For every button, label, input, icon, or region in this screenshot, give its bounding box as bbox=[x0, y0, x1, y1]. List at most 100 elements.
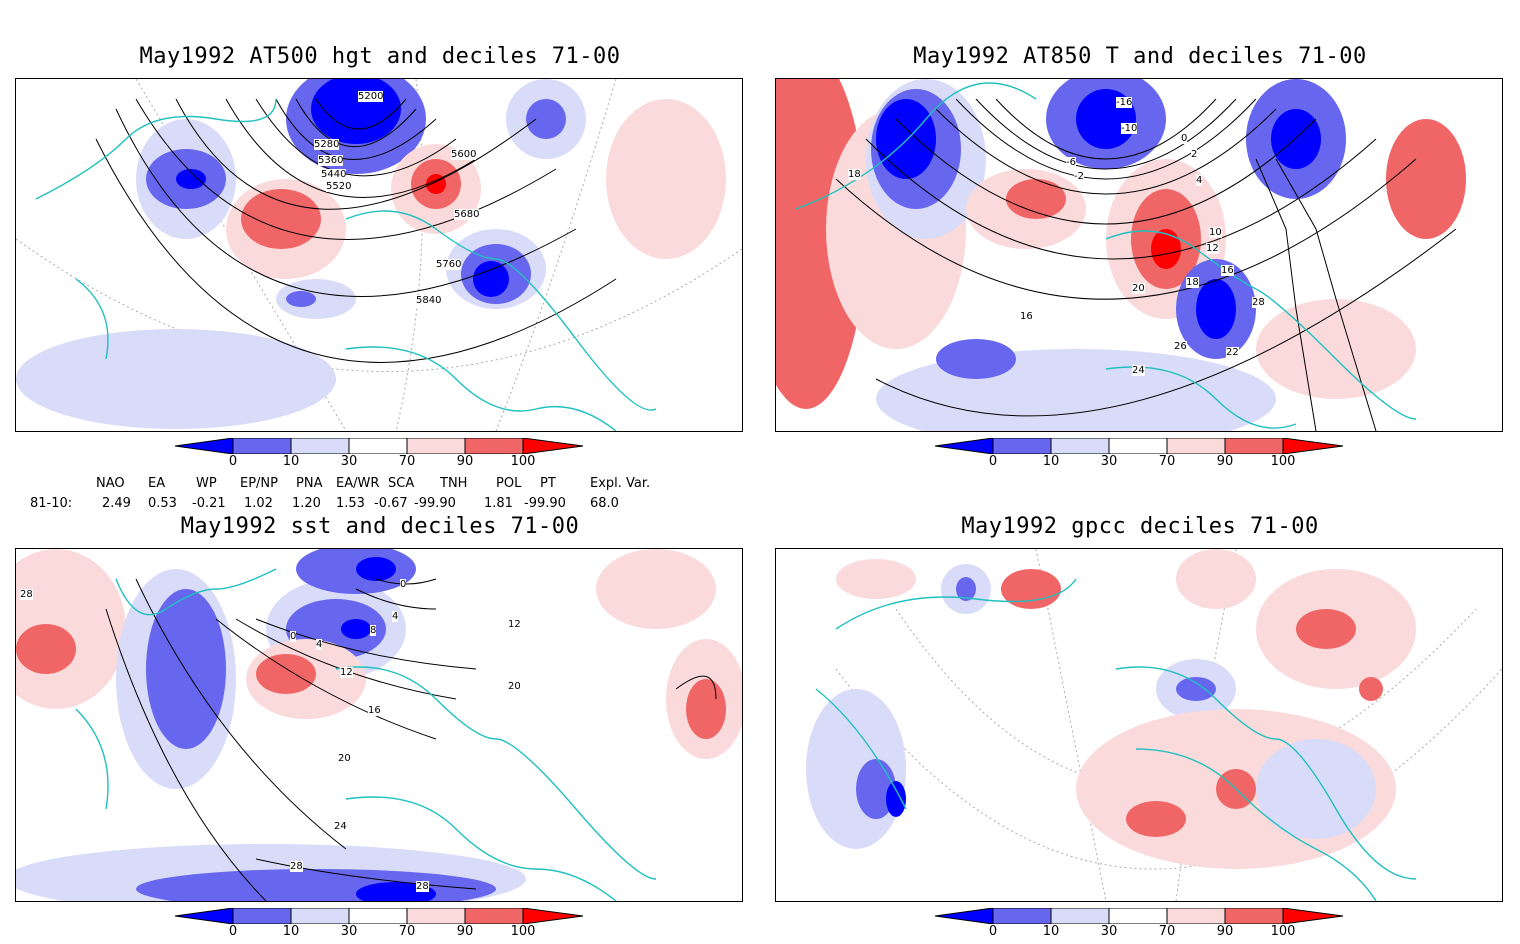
colorbar-4: 0 10 30 70 90 100 bbox=[935, 908, 1355, 944]
cbar-label: 10 bbox=[282, 454, 300, 469]
contour-label: 18 bbox=[848, 169, 861, 180]
idx-value: 1.53 bbox=[336, 496, 365, 511]
cbar-label: 70 bbox=[398, 924, 416, 939]
cbar-label: 70 bbox=[1158, 924, 1176, 939]
contour-label: 28 bbox=[1252, 297, 1265, 308]
cbar-label: 10 bbox=[282, 924, 300, 939]
contour-label: 4 bbox=[392, 611, 399, 622]
contour-label: -10 bbox=[1121, 123, 1138, 134]
idx-header: TNH bbox=[440, 476, 468, 491]
idx-header: WP bbox=[196, 476, 217, 491]
contour-label: 0 bbox=[400, 579, 407, 590]
panel-title-sst: May1992 sst and deciles 71-00 bbox=[180, 514, 580, 539]
idx-header: EA bbox=[148, 476, 166, 491]
contour-label: 28 bbox=[20, 589, 33, 600]
map-sst: 0 4 8 12 16 20 24 28 28 28 20 12 4 0 bbox=[15, 548, 743, 902]
contour-label: 18 bbox=[1186, 277, 1199, 288]
contour-label: 24 bbox=[1132, 365, 1145, 376]
contour-label: 4 bbox=[316, 639, 323, 650]
cbar-label: 0 bbox=[228, 924, 238, 939]
colorbar-2-swatches bbox=[935, 438, 1344, 454]
cbar-label: 10 bbox=[1042, 454, 1060, 469]
contour-label: 20 bbox=[508, 681, 521, 692]
cbar-label: 70 bbox=[398, 454, 416, 469]
cbar-label: 100 bbox=[510, 924, 536, 939]
cbar-label: 90 bbox=[456, 924, 474, 939]
idx-value: 2.49 bbox=[102, 496, 131, 511]
contour-label: 28 bbox=[416, 881, 429, 892]
contour-label: 5680 bbox=[454, 209, 480, 220]
contour-label: 26 bbox=[1174, 341, 1187, 352]
contour-label: 8 bbox=[370, 625, 377, 636]
contour-label: 0 bbox=[290, 631, 297, 642]
cbar-label: 30 bbox=[1100, 454, 1118, 469]
contour-label: 10 bbox=[1209, 227, 1222, 238]
idx-header: Expl. Var. bbox=[590, 476, 651, 491]
cbar-label: 100 bbox=[1270, 454, 1296, 469]
map-gpcc bbox=[775, 548, 1503, 902]
idx-value: -99.90 bbox=[524, 496, 566, 511]
contour-label: 24 bbox=[334, 821, 347, 832]
contour-label: 4 bbox=[1196, 175, 1203, 186]
indices-header-row: NAO EA WP EP/NP PNA EA/WR SCA TNH POL PT… bbox=[0, 476, 700, 492]
map-at500-canvas bbox=[16, 79, 742, 431]
map-at850-temp: -16 -10 -6 -2 0 2 4 10 12 16 18 20 26 28… bbox=[775, 78, 1503, 432]
idx-value: 1.02 bbox=[244, 496, 273, 511]
colorbar-2: 0 10 30 70 90 100 bbox=[935, 438, 1355, 474]
map-gpcc-canvas bbox=[776, 549, 1502, 901]
contour-label: -2 bbox=[1074, 171, 1084, 182]
contour-label: 16 bbox=[368, 705, 381, 716]
contour-label: 12 bbox=[340, 667, 353, 678]
indices-value-row: 81-10: 2.49 0.53 -0.21 1.02 1.20 1.53 -0… bbox=[0, 496, 700, 512]
colorbar-3: 0 10 30 70 90 100 bbox=[175, 908, 595, 944]
panel-title-at850: May1992 AT850 T and deciles 71-00 bbox=[913, 44, 1367, 69]
contour-label: -6 bbox=[1066, 157, 1076, 168]
cbar-label: 70 bbox=[1158, 454, 1176, 469]
contour-label: 5440 bbox=[321, 169, 347, 180]
contour-label: 0 bbox=[1181, 133, 1188, 144]
cbar-label: 90 bbox=[456, 454, 474, 469]
idx-value: 1.20 bbox=[292, 496, 321, 511]
idx-header: EA/WR bbox=[336, 476, 380, 491]
cbar-label: 0 bbox=[228, 454, 238, 469]
idx-value: 0.53 bbox=[148, 496, 177, 511]
cbar-label: 100 bbox=[1270, 924, 1296, 939]
contour-label: 28 bbox=[290, 861, 303, 872]
idx-value: 1.81 bbox=[484, 496, 513, 511]
contour-label: 22 bbox=[1226, 347, 1239, 358]
contour-label: 2 bbox=[1191, 149, 1198, 160]
contour-label: -16 bbox=[1116, 97, 1133, 108]
map-at500-hgt: 5200 5280 5360 5440 5520 5600 5680 5760 … bbox=[15, 78, 743, 432]
contour-label: 12 bbox=[508, 619, 521, 630]
cbar-label: 30 bbox=[1100, 924, 1118, 939]
contour-label: 5520 bbox=[326, 181, 352, 192]
cbar-label: 10 bbox=[1042, 924, 1060, 939]
contour-label: 16 bbox=[1221, 265, 1234, 276]
cbar-label: 0 bbox=[988, 924, 998, 939]
contour-label: 5200 bbox=[358, 91, 384, 102]
idx-value: 68.0 bbox=[590, 496, 619, 511]
contour-label: 20 bbox=[1132, 283, 1145, 294]
colorbar-3-swatches bbox=[175, 908, 584, 924]
contour-label: 5760 bbox=[436, 259, 462, 270]
contour-label: 5360 bbox=[318, 155, 344, 166]
idx-value: -0.67 bbox=[374, 496, 408, 511]
idx-header: PT bbox=[540, 476, 556, 491]
colorbar-4-swatches bbox=[935, 908, 1344, 924]
colorbar-1: 0 10 30 70 90 100 bbox=[175, 438, 595, 474]
contour-label: 5600 bbox=[451, 149, 477, 160]
contour-label: 5840 bbox=[416, 295, 442, 306]
idx-header: POL bbox=[496, 476, 522, 491]
idx-header: PNA bbox=[296, 476, 323, 491]
map-at850-canvas bbox=[776, 79, 1502, 431]
contour-label: 12 bbox=[1206, 243, 1219, 254]
cbar-label: 30 bbox=[340, 924, 358, 939]
idx-header: SCA bbox=[388, 476, 415, 491]
cbar-label: 90 bbox=[1216, 454, 1234, 469]
cbar-label: 30 bbox=[340, 454, 358, 469]
contour-label: 5280 bbox=[314, 139, 340, 150]
contour-label: 16 bbox=[1020, 311, 1033, 322]
idx-header: EP/NP bbox=[240, 476, 278, 491]
idx-row-label: 81-10: bbox=[30, 496, 73, 511]
panel-title-at500: May1992 AT500 hgt and deciles 71-00 bbox=[139, 44, 621, 69]
